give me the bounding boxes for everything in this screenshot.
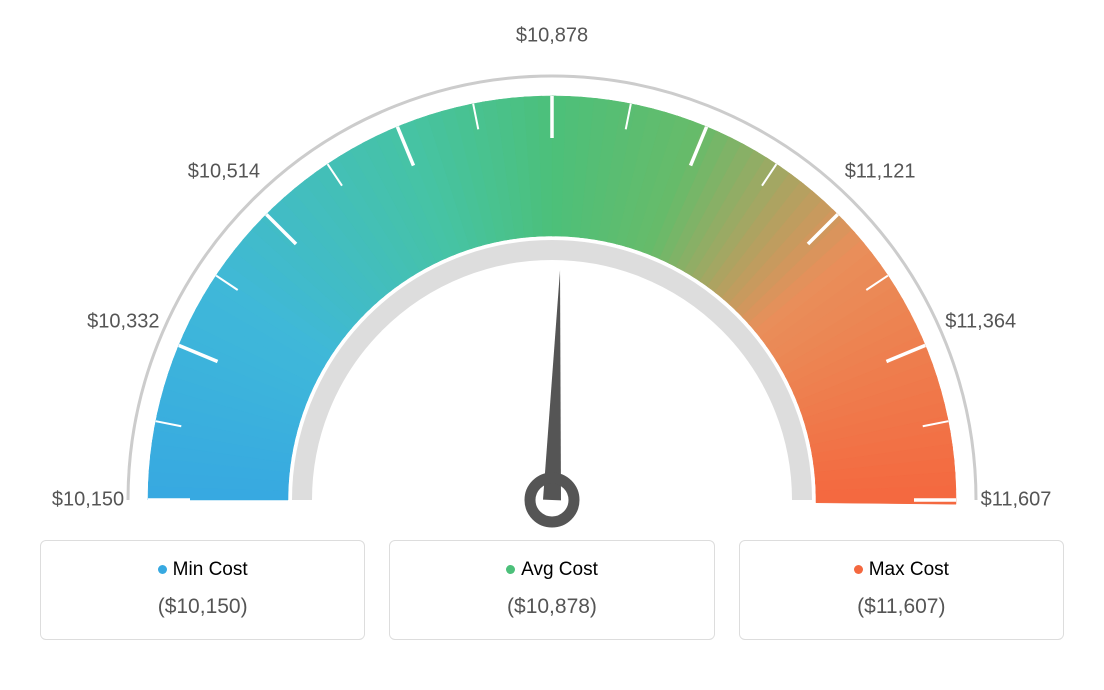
legend-title-max: Max Cost	[740, 559, 1063, 581]
legend-row: Min Cost ($10,150) Avg Cost ($10,878) Ma…	[0, 540, 1104, 640]
legend-title-avg: Avg Cost	[390, 559, 713, 581]
gauge-tick-label: $11,121	[845, 160, 916, 183]
legend-label-max: Max Cost	[869, 559, 949, 580]
gauge-tick-label: $10,150	[52, 489, 124, 512]
gauge-svg	[0, 0, 1104, 540]
legend-card-avg: Avg Cost ($10,878)	[389, 540, 714, 640]
gauge-tick-label: $10,332	[87, 311, 159, 334]
legend-card-min: Min Cost ($10,150)	[40, 540, 365, 640]
gauge-tick-label: $10,878	[516, 25, 588, 48]
legend-value-avg: ($10,878)	[390, 595, 713, 619]
legend-label-min: Min Cost	[173, 559, 248, 580]
gauge-tick-label: $11,607	[981, 489, 1052, 512]
legend-dot-avg	[506, 565, 515, 574]
gauge-tick-label: $11,364	[945, 311, 1016, 334]
legend-value-max: ($11,607)	[740, 595, 1063, 619]
legend-value-min: ($10,150)	[41, 595, 364, 619]
legend-dot-max	[854, 565, 863, 574]
legend-card-max: Max Cost ($11,607)	[739, 540, 1064, 640]
legend-title-min: Min Cost	[41, 559, 364, 581]
legend-label-avg: Avg Cost	[521, 559, 598, 580]
gauge-tick-label: $10,514	[188, 160, 260, 183]
legend-dot-min	[158, 565, 167, 574]
cost-gauge-chart: $10,150 $10,332 $10,514 $10,878 $11,121 $11,3…	[0, 0, 1104, 540]
